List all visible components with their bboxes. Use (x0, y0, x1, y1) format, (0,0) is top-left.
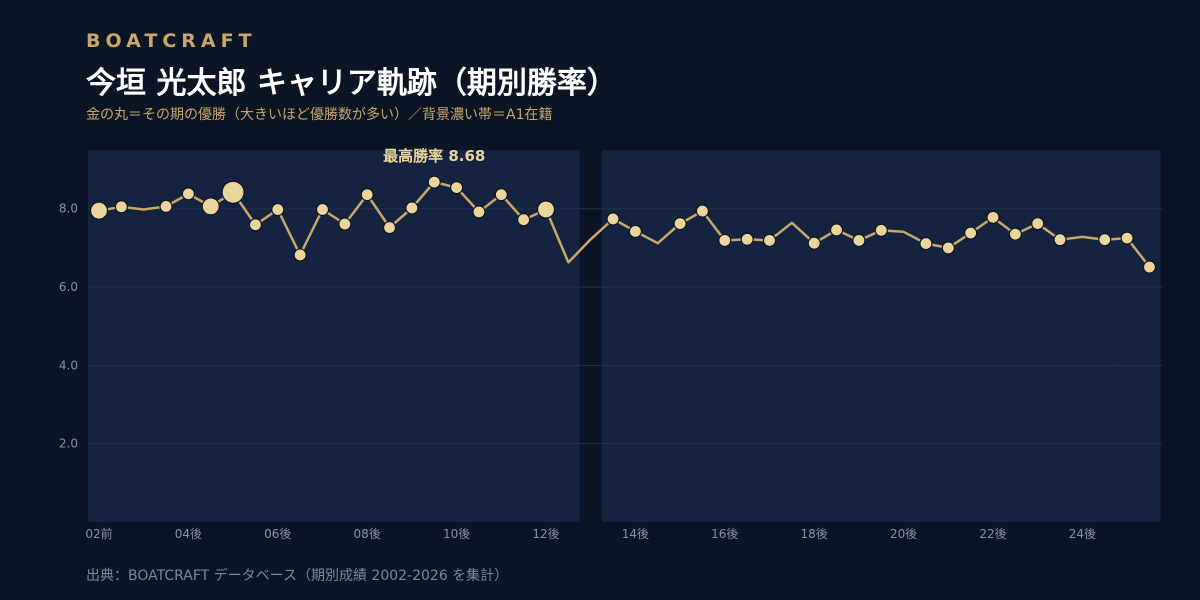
win-marker (201, 197, 220, 216)
a1-band-2 (601, 150, 1116, 522)
x-tick-label: 12後 (532, 527, 559, 541)
win-marker (315, 202, 330, 217)
win-marker (472, 205, 486, 219)
a1-band-3 (1115, 150, 1161, 522)
win-marker (718, 233, 732, 248)
win-marker (606, 212, 620, 226)
x-tick-label: 22後 (979, 527, 1006, 541)
win-marker (1142, 260, 1157, 274)
y-tick-label: 8.0 (59, 202, 78, 216)
win-marker (360, 188, 374, 202)
x-tick-label: 16後 (711, 527, 738, 541)
win-marker (1008, 227, 1022, 241)
win-marker (382, 220, 397, 235)
a1-band-1 (88, 150, 580, 522)
x-tick-label: 06後 (264, 527, 291, 541)
win-marker (494, 188, 508, 202)
win-marker (181, 187, 195, 201)
chart-title: 今垣 光太郎 キャリア軌跡（期別勝率） (86, 66, 617, 101)
x-tick-label: 18後 (801, 527, 828, 541)
win-marker (762, 233, 777, 248)
win-marker (450, 180, 464, 195)
x-tick-label: 14後 (622, 527, 649, 541)
win-marker (852, 233, 866, 248)
win-marker (248, 218, 263, 232)
win-marker (1098, 233, 1112, 247)
y-tick-label: 4.0 (59, 358, 78, 372)
win-marker (986, 210, 1000, 224)
win-marker (807, 236, 821, 250)
x-tick-label: 02前 (85, 526, 112, 541)
y-tick-label: 2.0 (59, 437, 78, 451)
win-marker (1120, 231, 1134, 245)
y-tick-label: 6.0 (59, 280, 78, 294)
x-tick-label: 04後 (175, 527, 202, 541)
source-note: 出典：BOATCRAFT データベース（期別成績 2002-2026 を集計） (86, 568, 509, 584)
win-marker (517, 213, 531, 227)
win-marker (89, 201, 109, 220)
x-tick-label: 20後 (890, 527, 917, 541)
win-marker (673, 217, 687, 231)
chart-subtitle: 金の丸＝その期の優勝（大きいほど優勝数が多い）／背景濃い帯＝A1在籍 (86, 107, 553, 123)
x-tick-label: 10後 (443, 527, 470, 541)
x-tick-label: 08後 (354, 527, 381, 541)
win-marker (536, 200, 556, 219)
win-marker (874, 223, 888, 237)
win-marker (271, 202, 285, 217)
win-marker (919, 236, 933, 251)
win-marker (221, 180, 245, 204)
max-win-rate-annotation: 最高勝率 8.68 (383, 147, 485, 165)
win-marker (1031, 217, 1045, 231)
win-marker (628, 224, 643, 239)
win-marker (293, 248, 307, 262)
x-tick-label: 24後 (1069, 527, 1096, 541)
win-marker (159, 199, 173, 213)
win-marker (338, 217, 352, 231)
win-marker (405, 201, 419, 215)
win-marker (114, 200, 128, 214)
win-marker (427, 175, 441, 189)
win-marker (829, 223, 844, 237)
win-marker (964, 226, 978, 240)
brand-label: BOATCRAFT (86, 30, 257, 52)
win-marker (1053, 233, 1067, 247)
win-marker (740, 232, 754, 246)
win-marker (941, 241, 955, 255)
win-marker (695, 204, 710, 218)
